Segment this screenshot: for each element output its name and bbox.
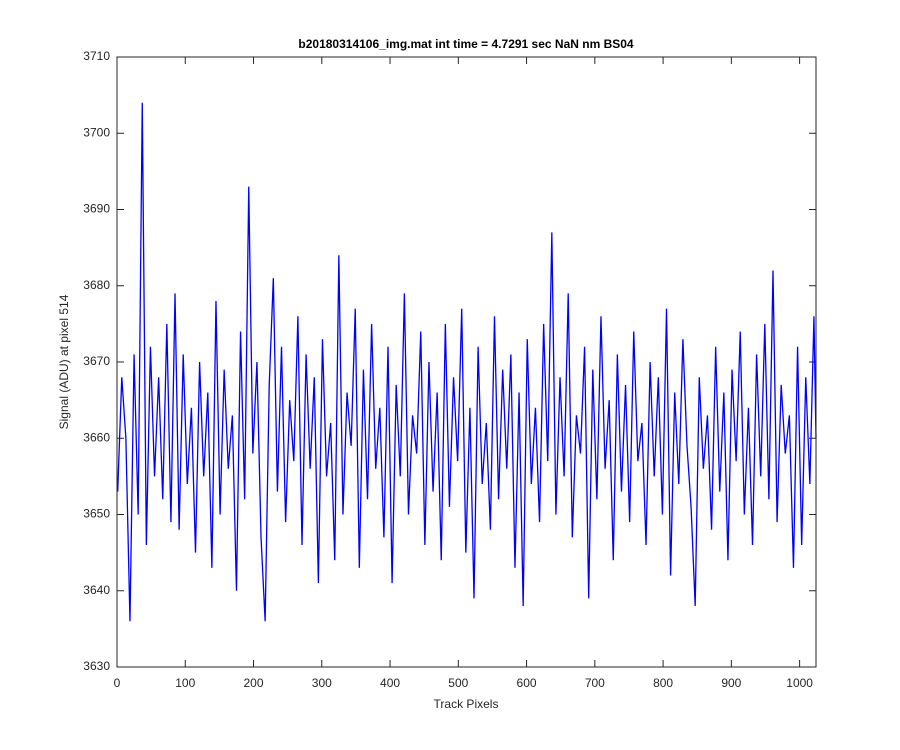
y-tick-label: 3710	[83, 49, 110, 63]
y-tick-label: 3630	[83, 659, 110, 673]
x-tick-label: 400	[380, 676, 400, 690]
axes-box	[116, 56, 817, 668]
x-tick-label: 100	[175, 676, 195, 690]
x-tick-label: 500	[448, 676, 468, 690]
y-axis-label: Signal (ADU) at pixel 514	[57, 294, 71, 429]
x-tick-label: 700	[585, 676, 605, 690]
y-tick-label: 3640	[83, 583, 110, 597]
y-tick-label: 3690	[83, 202, 110, 216]
x-tick-label: 0	[114, 676, 121, 690]
y-tick-label: 3670	[83, 354, 110, 368]
x-tick-label: 600	[517, 676, 537, 690]
x-tick-label: 800	[653, 676, 673, 690]
y-tick-label: 3660	[83, 430, 110, 444]
y-tick-label: 3700	[83, 125, 110, 139]
y-tick-label: 3680	[83, 278, 110, 292]
x-tick-label: 300	[312, 676, 332, 690]
data-line	[117, 102, 817, 622]
x-tick-label: 200	[244, 676, 264, 690]
x-tick-label: 1000	[786, 676, 813, 690]
y-tick-label: 3650	[83, 507, 110, 521]
x-axis-label: Track Pixels	[434, 697, 499, 711]
chart-title: b20180314106_img.mat int time = 4.7291 s…	[298, 37, 634, 51]
x-tick-label: 900	[721, 676, 741, 690]
